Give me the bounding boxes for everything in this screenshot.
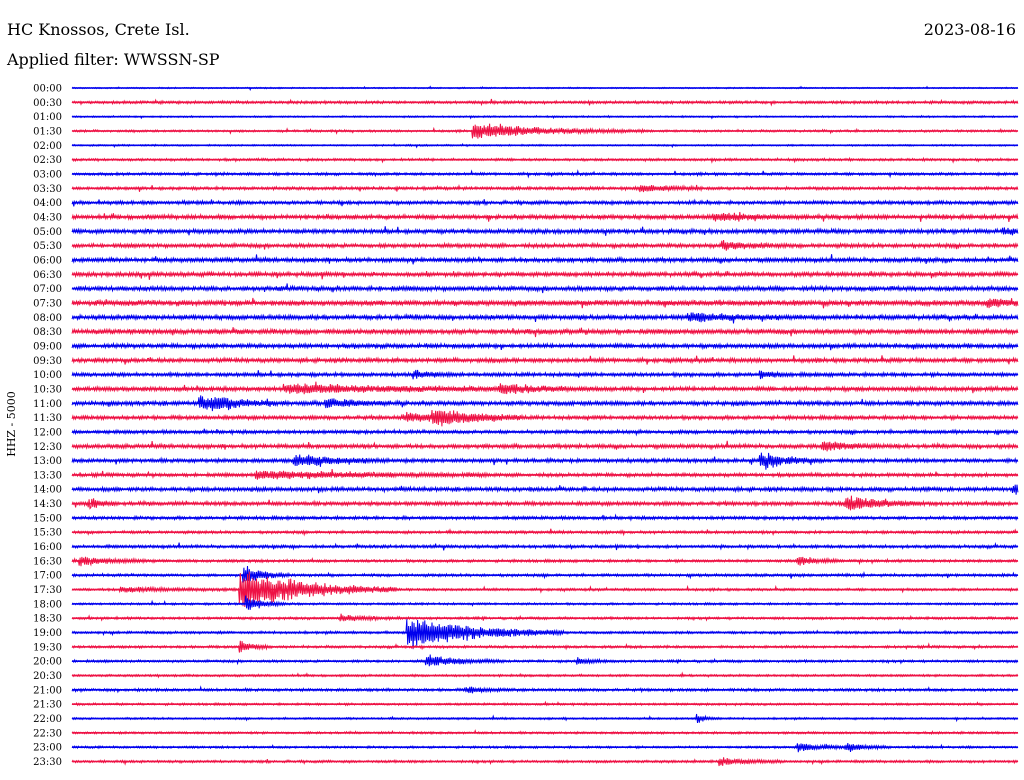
row-time-label: 08:30	[33, 327, 62, 338]
row-time-label: 18:00	[33, 599, 62, 610]
row-time-label: 06:00	[33, 255, 62, 266]
trace-0630	[71, 270, 1019, 280]
row-time-label: 06:30	[33, 270, 62, 281]
row-time-label: 11:00	[33, 399, 62, 410]
row-time-label: 12:00	[33, 427, 62, 438]
row-time-label: 10:00	[33, 370, 62, 381]
row-time-label: 17:00	[33, 571, 62, 582]
row-time-label: 16:00	[33, 542, 62, 553]
row-time-label: 07:00	[33, 284, 62, 295]
row-time-label: 02:00	[33, 141, 62, 152]
row-time-label: 11:30	[33, 413, 62, 424]
row-time-label: 15:00	[33, 513, 62, 524]
row-time-label: 02:30	[33, 155, 62, 166]
row-time-label: 00:00	[33, 84, 62, 95]
trace-1800	[71, 595, 1019, 610]
row-time-label: 13:30	[33, 470, 62, 481]
row-time-label: 19:30	[33, 642, 62, 653]
row-time-label: 23:30	[33, 757, 62, 768]
row-time-label: 07:30	[33, 298, 62, 309]
row-time-label: 04:00	[33, 198, 62, 209]
row-time-label: 04:30	[33, 212, 62, 223]
row-time-label: 21:30	[33, 700, 62, 711]
row-time-label: 21:00	[33, 685, 62, 696]
row-time-label: 01:30	[33, 126, 62, 137]
row-time-label: 03:00	[33, 169, 62, 180]
row-time-label: 05:00	[33, 227, 62, 238]
seismogram-traces	[71, 85, 1019, 767]
row-time-label: 20:00	[33, 657, 62, 668]
row-time-label: 09:00	[33, 341, 62, 352]
row-time-label: 22:00	[33, 714, 62, 725]
row-time-label: 14:00	[33, 485, 62, 496]
row-time-label: 19:00	[33, 628, 62, 639]
row-time-label: 17:30	[33, 585, 62, 596]
trace-1030	[71, 381, 1019, 395]
row-time-label: 05:30	[33, 241, 62, 252]
trace-2000	[71, 654, 1019, 667]
trace-1700	[71, 565, 1019, 583]
filter-label: Applied filter: WWSSN-SP	[7, 50, 220, 69]
row-time-label: 08:00	[33, 313, 62, 324]
time-tick-labels: 00:00 00:30 01:00 01:30 02:00 02:30 03:00 03:30…	[33, 84, 62, 769]
date-label: 2023-08-16	[923, 20, 1016, 39]
row-time-label: 23:00	[33, 743, 62, 754]
row-time-label: 18:30	[33, 614, 62, 625]
row-time-label: 12:30	[33, 442, 62, 453]
trace-1900	[71, 619, 1019, 650]
row-time-label: 15:30	[33, 528, 62, 539]
station-title: HC Knossos, Crete Isl.	[7, 20, 190, 39]
row-time-label: 13:00	[33, 456, 62, 467]
row-time-label: 00:30	[33, 98, 62, 109]
row-time-label: 01:00	[33, 112, 62, 123]
row-time-label: 09:30	[33, 356, 62, 367]
row-time-label: 10:30	[33, 384, 62, 395]
row-time-label: 14:30	[33, 499, 62, 510]
row-time-label: 03:30	[33, 184, 62, 195]
row-time-label: 16:30	[33, 556, 62, 567]
row-time-label: 22:30	[33, 728, 62, 739]
row-time-label: 20:30	[33, 671, 62, 682]
channel-label: HHZ - 5000	[5, 391, 18, 457]
